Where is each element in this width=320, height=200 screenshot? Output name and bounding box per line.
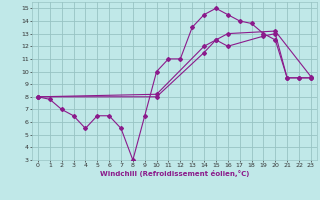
X-axis label: Windchill (Refroidissement éolien,°C): Windchill (Refroidissement éolien,°C) [100, 170, 249, 177]
